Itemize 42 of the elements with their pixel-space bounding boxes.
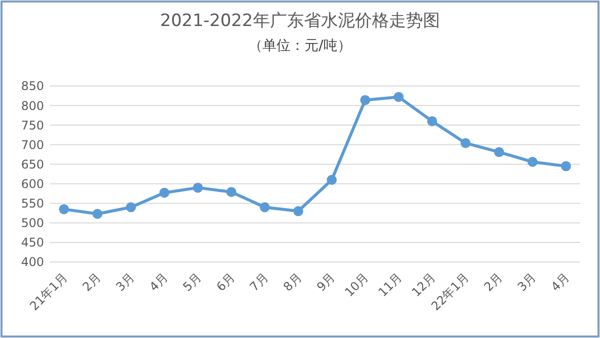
chart-title: 2021-2022年广东省水泥价格走势图	[160, 11, 440, 31]
x-tick-label: 2月	[481, 270, 506, 294]
point	[561, 161, 571, 172]
y-tick-label: 700	[21, 138, 44, 152]
point	[260, 202, 270, 212]
y-tick-label: 500	[21, 216, 44, 230]
point	[427, 116, 438, 126]
x-tick-label: 5月	[180, 270, 204, 294]
point	[159, 188, 170, 198]
y-tick-label: 550	[21, 196, 44, 211]
chart-subtitle: （单位：元/吨）	[248, 38, 352, 54]
point	[528, 156, 538, 167]
point	[293, 206, 304, 216]
y-tick-label: 650	[21, 157, 44, 172]
x-tick-label: 3月	[514, 270, 539, 294]
point	[494, 147, 504, 158]
x-tick-label: 21年1月	[27, 270, 70, 314]
point	[226, 186, 236, 197]
x-tick-label: 4月	[146, 270, 171, 294]
x-tick-label: 4月	[548, 270, 572, 294]
point	[126, 202, 136, 212]
point	[59, 204, 69, 214]
y-tick-label: 750	[21, 118, 44, 132]
point	[192, 182, 203, 193]
y-tick-label: 850	[21, 79, 44, 94]
point	[460, 138, 471, 148]
point	[394, 92, 404, 102]
x-tick-label: 11月	[376, 270, 405, 300]
x-tick-label: 8月	[280, 270, 304, 294]
y-tick-label: 400	[21, 255, 44, 270]
y-tick-label: 450	[21, 236, 44, 250]
point	[326, 174, 337, 185]
x-tick-label: 7月	[247, 270, 271, 294]
y-tick-label: 800	[21, 98, 44, 113]
point	[360, 95, 370, 106]
x-tick-label: 2月	[80, 270, 104, 294]
x-tick-label: 6月	[214, 270, 238, 294]
x-tick-label: 10月	[342, 270, 372, 300]
y-tick-label: 600	[21, 176, 44, 191]
x-tick-label: 3月	[113, 270, 138, 294]
point	[92, 208, 102, 219]
x-tick-label: 9月	[314, 270, 338, 294]
